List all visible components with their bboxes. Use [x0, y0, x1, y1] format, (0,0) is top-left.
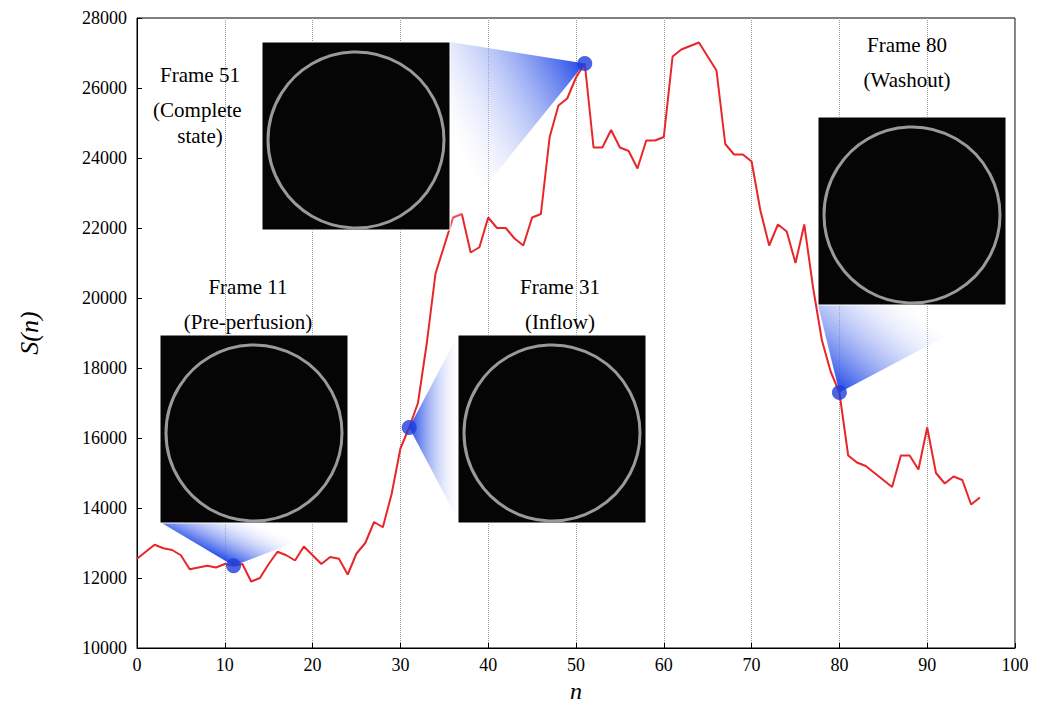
svg-text:Frame 80: Frame 80 [867, 33, 947, 57]
svg-text:24000: 24000 [82, 148, 127, 168]
svg-text:26000: 26000 [82, 78, 127, 98]
svg-text:10000: 10000 [82, 638, 127, 658]
svg-text:90: 90 [918, 655, 936, 675]
svg-text:14000: 14000 [82, 498, 127, 518]
svg-text:12000: 12000 [82, 568, 127, 588]
svg-text:Frame 31: Frame 31 [520, 275, 600, 299]
svg-text:n: n [570, 678, 582, 704]
svg-text:50: 50 [567, 655, 585, 675]
svg-text:16000: 16000 [82, 428, 127, 448]
svg-text:28000: 28000 [82, 8, 127, 28]
svg-text:(Washout): (Washout) [864, 68, 951, 92]
svg-text:100: 100 [1002, 655, 1029, 675]
svg-text:Frame 11: Frame 11 [208, 275, 287, 299]
svg-text:18000: 18000 [82, 358, 127, 378]
svg-text:30: 30 [391, 655, 409, 675]
svg-text:(Pre-perfusion): (Pre-perfusion) [184, 310, 312, 334]
svg-text:70: 70 [743, 655, 761, 675]
svg-text:0: 0 [133, 655, 142, 675]
svg-text:40: 40 [479, 655, 497, 675]
svg-text:Frame 51: Frame 51 [160, 63, 240, 87]
svg-text:20: 20 [304, 655, 322, 675]
svg-text:60: 60 [655, 655, 673, 675]
svg-text:10: 10 [216, 655, 234, 675]
svg-text:22000: 22000 [82, 218, 127, 238]
svg-text:S(n): S(n) [15, 311, 44, 354]
svg-text:(Inflow): (Inflow) [525, 310, 595, 334]
svg-text:state): state) [177, 124, 222, 148]
svg-text:80: 80 [830, 655, 848, 675]
svg-text:(Complete: (Complete [153, 98, 247, 122]
svg-text:20000: 20000 [82, 288, 127, 308]
